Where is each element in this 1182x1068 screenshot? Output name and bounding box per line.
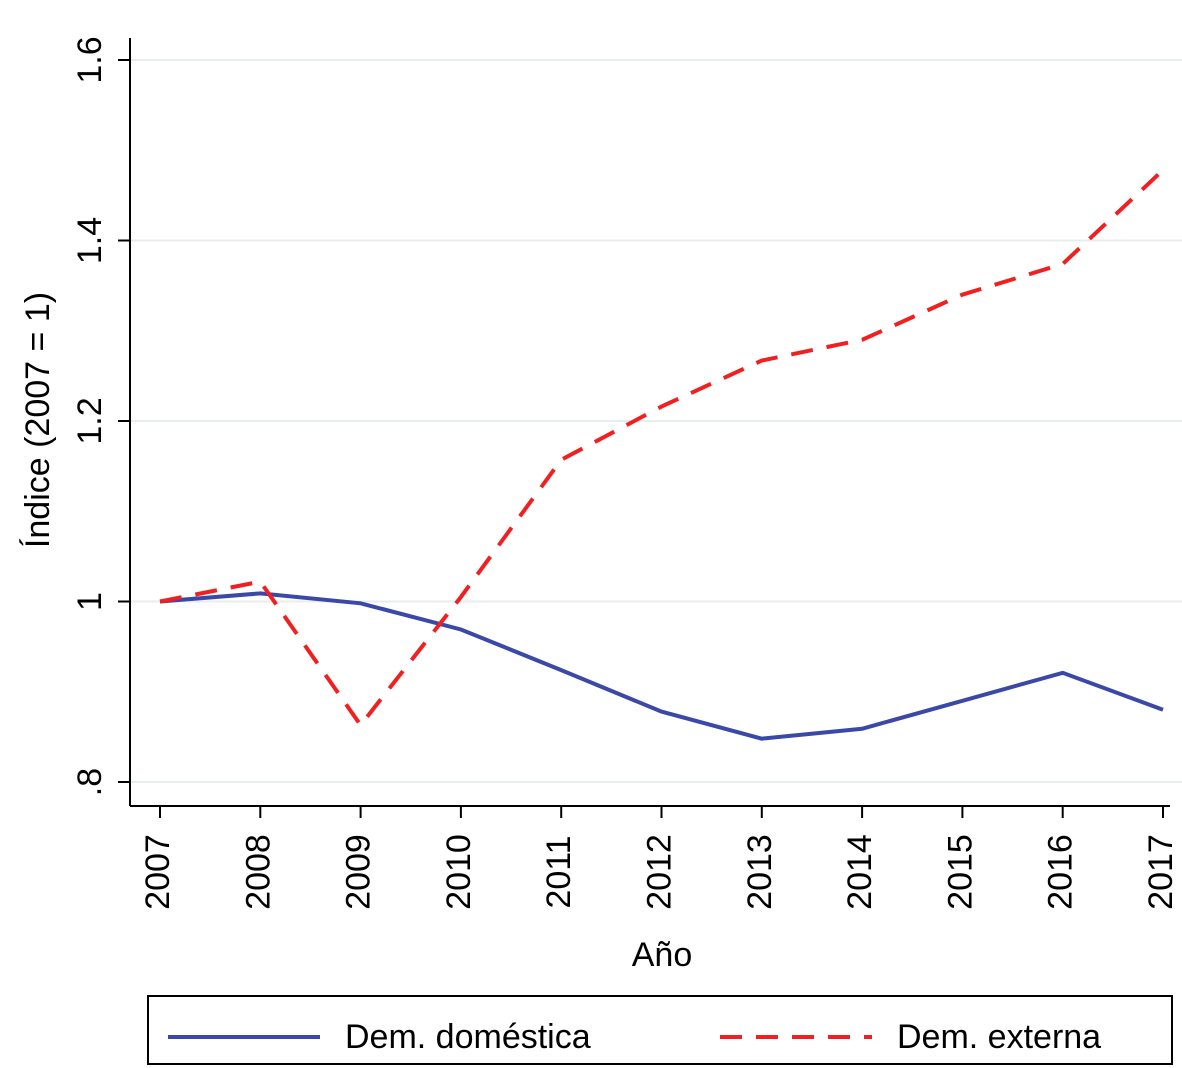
y-axis-title: Índice (2007 = 1) <box>19 292 57 548</box>
series-line <box>159 591 1164 741</box>
x-tick-label: 2007 <box>139 834 177 910</box>
x-axis-title: Año <box>632 936 693 974</box>
x-tick-label: 2008 <box>239 834 277 910</box>
y-tick-label: 1 <box>71 592 109 611</box>
x-tick-label: 2010 <box>440 834 478 910</box>
y-tick-label: 1.6 <box>71 36 109 83</box>
legend-label: Dem. externa <box>897 1018 1101 1056</box>
x-tick-label: 2016 <box>1042 834 1080 910</box>
series-line <box>159 168 1165 729</box>
legend-label: Dem. doméstica <box>345 1018 591 1056</box>
x-tick-label: 2015 <box>941 834 979 910</box>
y-tick-label: .8 <box>71 768 109 796</box>
legend-box <box>147 995 1173 1065</box>
x-tick-label: 2011 <box>540 835 578 908</box>
y-tick-label: 1.4 <box>71 217 109 264</box>
x-tick-label: 2012 <box>640 834 678 910</box>
x-tick-label: 2013 <box>741 834 779 910</box>
x-tick-label: 2009 <box>340 834 378 910</box>
x-tick-label: 2014 <box>841 834 879 910</box>
x-tick-label: 2017 <box>1142 834 1180 910</box>
y-tick-label: 1.2 <box>71 397 109 444</box>
